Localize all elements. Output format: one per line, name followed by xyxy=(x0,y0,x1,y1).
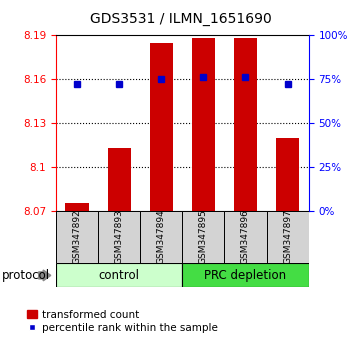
Bar xyxy=(98,211,140,263)
Text: GSM347895: GSM347895 xyxy=(199,210,208,264)
Text: GSM347893: GSM347893 xyxy=(115,210,123,264)
Bar xyxy=(150,43,173,211)
Bar xyxy=(182,263,309,287)
Text: protocol: protocol xyxy=(2,269,50,282)
Bar xyxy=(56,211,98,263)
Bar xyxy=(140,211,182,263)
Bar xyxy=(234,38,257,211)
Text: GSM347897: GSM347897 xyxy=(283,210,292,264)
Text: GSM347896: GSM347896 xyxy=(241,210,250,264)
Bar xyxy=(65,203,88,211)
Text: GSM347892: GSM347892 xyxy=(73,210,82,264)
Text: control: control xyxy=(99,269,140,282)
Text: PRC depletion: PRC depletion xyxy=(204,269,287,282)
Bar xyxy=(266,211,309,263)
Bar xyxy=(192,38,215,211)
Text: GDS3531 / ILMN_1651690: GDS3531 / ILMN_1651690 xyxy=(90,12,271,27)
Bar xyxy=(276,138,299,211)
Bar xyxy=(108,148,131,211)
Text: GSM347894: GSM347894 xyxy=(157,210,166,264)
Bar xyxy=(182,211,225,263)
Bar xyxy=(56,263,182,287)
FancyArrow shape xyxy=(39,270,51,281)
Legend: transformed count, percentile rank within the sample: transformed count, percentile rank withi… xyxy=(27,310,218,333)
Bar xyxy=(225,211,266,263)
